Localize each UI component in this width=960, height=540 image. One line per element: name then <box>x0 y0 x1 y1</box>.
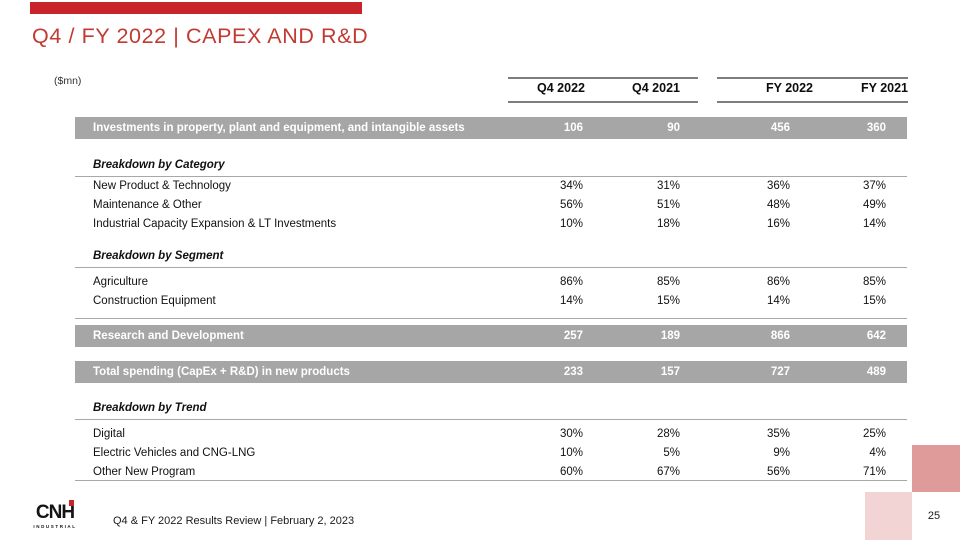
row-value: 25% <box>862 427 886 440</box>
row-value: 15% <box>862 294 886 307</box>
row-value: 4% <box>869 446 886 459</box>
page-number: 25 <box>927 510 941 522</box>
segment-section-divider <box>75 318 907 319</box>
row-label: Maintenance & Other <box>93 198 202 211</box>
row-label: Construction Equipment <box>93 294 216 307</box>
table-row-electric-vehicles: Electric Vehicles and CNG-LNG 10% 5% 9% … <box>75 443 907 462</box>
row-label: Total spending (CapEx + R&D) in new prod… <box>93 366 350 378</box>
logo-wordmark: CNH <box>35 500 75 523</box>
section-label: Breakdown by Segment <box>93 249 224 262</box>
row-value: 5% <box>663 446 680 459</box>
section-header-category: Breakdown by Category <box>75 153 907 177</box>
row-label: Electric Vehicles and CNG-LNG <box>93 446 256 459</box>
row-value: 36% <box>766 179 790 192</box>
row-value: 489 <box>866 366 886 378</box>
header-group-line-q4-top <box>508 77 698 79</box>
row-value: 31% <box>656 179 680 192</box>
row-value: 90 <box>667 122 680 134</box>
row-label: Research and Development <box>93 330 244 342</box>
table-row-investments: Investments in property, plant and equip… <box>75 117 907 139</box>
row-value: 14% <box>766 294 790 307</box>
logo-red-mark <box>69 500 75 506</box>
row-value: 257 <box>563 330 583 342</box>
row-value: 67% <box>656 465 680 478</box>
table-row-digital: Digital 30% 28% 35% 25% <box>75 424 907 443</box>
table-row-research-development: Research and Development 257 189 866 642 <box>75 325 907 347</box>
row-value: 14% <box>862 217 886 230</box>
row-value: 642 <box>866 330 886 342</box>
row-value: 85% <box>862 275 886 288</box>
row-value: 37% <box>862 179 886 192</box>
row-value: 9% <box>773 446 790 459</box>
row-value: 28% <box>656 427 680 440</box>
trend-section-divider <box>75 480 907 481</box>
row-label: New Product & Technology <box>93 179 231 192</box>
table-row-agriculture: Agriculture 86% 85% 86% 85% <box>75 272 907 291</box>
row-value: 30% <box>559 427 583 440</box>
table-row-new-product: New Product & Technology 34% 31% 36% 37% <box>75 176 907 195</box>
header-group-line-q4-bottom <box>508 101 698 103</box>
table-row-construction: Construction Equipment 14% 15% 14% 15% <box>75 291 907 310</box>
header-group-line-fy-bottom <box>717 101 908 103</box>
row-value: 15% <box>656 294 680 307</box>
column-header-q4-2021: Q4 2021 <box>632 81 680 95</box>
row-label: Digital <box>93 427 125 440</box>
section-header-segment: Breakdown by Segment <box>75 244 907 268</box>
row-value: 86% <box>559 275 583 288</box>
corner-square-light-pink <box>865 492 912 540</box>
row-value: 360 <box>866 122 886 134</box>
table-row-total-spending: Total spending (CapEx + R&D) in new prod… <box>75 361 907 383</box>
row-value: 56% <box>559 198 583 211</box>
row-label: Other New Program <box>93 465 196 478</box>
table-row-maintenance: Maintenance & Other 56% 51% 48% 49% <box>75 195 907 214</box>
column-header-q4-2022: Q4 2022 <box>537 81 585 95</box>
row-value: 189 <box>660 330 680 342</box>
row-value: 86% <box>766 275 790 288</box>
table-row-industrial-capacity: Industrial Capacity Expansion & LT Inves… <box>75 214 907 233</box>
cnh-industrial-logo: CNH INDUSTRIAL <box>33 500 77 529</box>
section-label: Breakdown by Category <box>93 158 225 171</box>
logo-subtext: INDUSTRIAL <box>33 524 77 529</box>
row-value: 10% <box>559 217 583 230</box>
row-value: 51% <box>656 198 680 211</box>
row-label: Investments in property, plant and equip… <box>93 122 465 134</box>
row-value: 16% <box>766 217 790 230</box>
row-value: 106 <box>563 122 583 134</box>
row-value: 35% <box>766 427 790 440</box>
row-value: 60% <box>559 465 583 478</box>
footer-text: Q4 & FY 2022 Results Review | February 2… <box>113 515 355 527</box>
logo-text: CNH <box>35 502 75 523</box>
row-value: 456 <box>770 122 790 134</box>
row-value: 48% <box>766 198 790 211</box>
row-value: 10% <box>559 446 583 459</box>
row-value: 71% <box>862 465 886 478</box>
row-value: 85% <box>656 275 680 288</box>
table-row-other-new-program: Other New Program 60% 67% 56% 71% <box>75 462 907 481</box>
section-header-trend: Breakdown by Trend <box>75 396 907 420</box>
row-value: 14% <box>559 294 583 307</box>
section-label: Breakdown by Trend <box>93 401 207 414</box>
row-label: Agriculture <box>93 275 148 288</box>
column-header-fy-2021: FY 2021 <box>860 81 908 95</box>
row-value: 233 <box>563 366 583 378</box>
row-value: 727 <box>770 366 790 378</box>
header-group-line-fy-top <box>717 77 908 79</box>
unit-label: ($mn) <box>54 75 82 87</box>
row-value: 157 <box>660 366 680 378</box>
row-value: 866 <box>770 330 790 342</box>
accent-bar <box>30 2 362 14</box>
row-label: Industrial Capacity Expansion & LT Inves… <box>93 217 337 230</box>
row-value: 49% <box>862 198 886 211</box>
column-header-fy-2022: FY 2022 <box>765 81 813 95</box>
corner-square-dark-pink <box>912 445 960 492</box>
row-value: 18% <box>656 217 680 230</box>
page-title: Q4 / FY 2022 | CAPEX AND R&D <box>32 24 369 48</box>
row-value: 34% <box>559 179 583 192</box>
row-value: 56% <box>766 465 790 478</box>
